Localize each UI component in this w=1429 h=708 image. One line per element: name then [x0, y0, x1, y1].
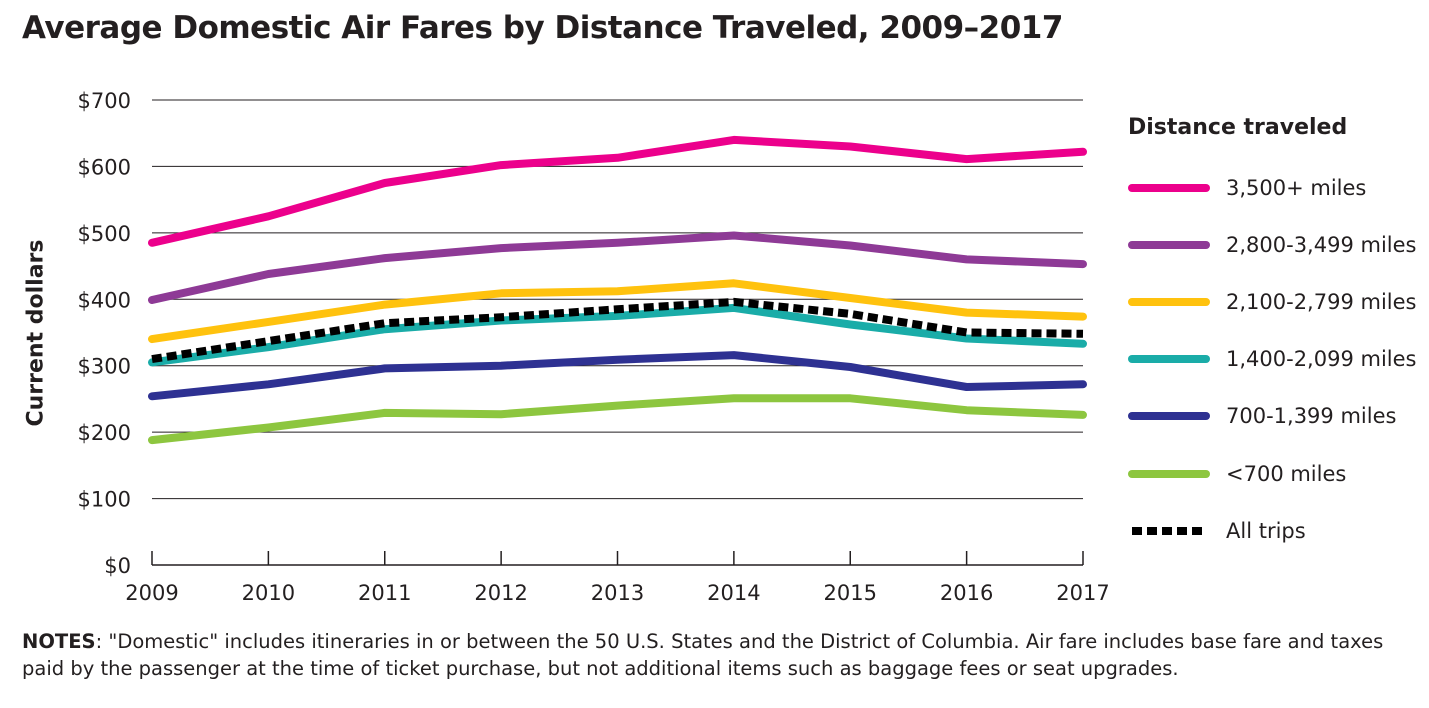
- legend-label: 1,400-2,099 miles: [1226, 347, 1417, 372]
- x-tick-label: 2017: [1056, 581, 1109, 605]
- x-tick-label: 2010: [242, 581, 295, 605]
- series-lines: [148, 135, 1087, 445]
- legend-swatch: [1128, 297, 1210, 306]
- y-tick-labels: $0 $100 $200 $300 $400 $500 $600 $700: [78, 89, 131, 578]
- legend-label: 2,100-2,799 miles: [1226, 289, 1417, 314]
- legend-item: 2,800-3,499 miles: [1128, 216, 1423, 273]
- line-chart: $0$100$200$300$400$500$600$700 2009 2010 2…: [78, 89, 1110, 605]
- x-tick-label: 2011: [358, 581, 411, 605]
- x-tick-label: 2009: [125, 581, 178, 605]
- notes-label: NOTES: [22, 630, 96, 653]
- legend-item: <700 miles: [1128, 445, 1423, 502]
- legend-swatch: [1128, 412, 1210, 421]
- x-tick-label: 2013: [591, 581, 644, 605]
- y-tick-label: $400: [78, 288, 131, 312]
- legend-item: 2,100-2,799 miles: [1128, 273, 1423, 330]
- y-tick-label: $600: [78, 155, 131, 179]
- y-tick-label: $300: [78, 355, 131, 379]
- y-tick-label: $700: [78, 89, 131, 113]
- legend-item: 3,500+ miles: [1128, 159, 1423, 216]
- legend-swatch: [1128, 240, 1210, 249]
- x-tick-label: 2015: [824, 581, 877, 605]
- legend-label: 2,800-3,499 miles: [1226, 232, 1417, 257]
- series-line: [148, 231, 1087, 304]
- gridlines: [152, 99, 1083, 500]
- y-tick-label: $0: [104, 554, 131, 578]
- series-line: [151, 297, 1084, 364]
- y-tick-label: $200: [78, 421, 131, 445]
- y-tick-label: $100: [78, 488, 131, 512]
- legend-swatch: [1128, 355, 1210, 364]
- series-line: [148, 351, 1087, 401]
- legend-swatch: [1132, 526, 1206, 535]
- x-tick-label: 2016: [940, 581, 993, 605]
- series-line: [148, 394, 1087, 445]
- legend: Distance traveled 3,500+ miles 2,800-3,49…: [1128, 115, 1423, 559]
- legend-item: 1,400-2,099 miles: [1128, 331, 1423, 388]
- legend-title: Distance traveled: [1128, 115, 1348, 140]
- series-line: [148, 279, 1087, 344]
- notes: NOTES: "Domestic" includes itineraries i…: [22, 628, 1422, 682]
- legend-label: 700-1,399 miles: [1226, 404, 1397, 429]
- x-tick-label: 2014: [707, 581, 760, 605]
- x-tick-label: 2012: [474, 581, 527, 605]
- legend-swatch: [1128, 469, 1210, 478]
- y-tick-label: $500: [78, 222, 131, 246]
- legend-item: 700-1,399 miles: [1128, 388, 1423, 445]
- legend-label: <700 miles: [1226, 461, 1347, 486]
- chart-title: Average Domestic Air Fares by Distance T…: [22, 10, 1063, 46]
- x-axis: 2009 2010 2011 2012 2013 2014 2015 2016 2017: [125, 551, 1110, 605]
- legend-items: 3,500+ miles 2,800-3,499 miles 2,100-2,799…: [1128, 159, 1423, 559]
- legend-label: 3,500+ miles: [1226, 175, 1367, 200]
- series-line: [148, 135, 1087, 247]
- legend-label: All trips: [1226, 518, 1306, 543]
- notes-text: : "Domestic" includes itineraries in or …: [22, 630, 1384, 680]
- legend-item: All trips: [1128, 502, 1423, 559]
- series-line: [148, 303, 1087, 367]
- legend-swatch: [1128, 183, 1210, 192]
